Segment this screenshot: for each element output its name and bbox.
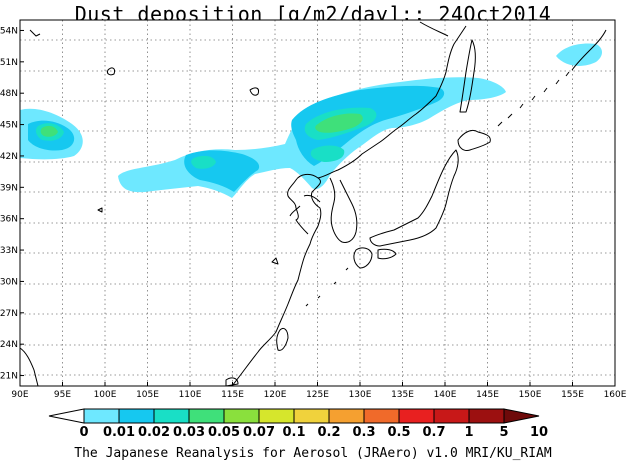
kuril-islands [497,71,570,127]
colorbar-arrow-low [48,408,85,424]
lon-tick-label: 95E [54,390,71,400]
lat-tick-label: 36N [0,215,18,225]
colorbar-label: 0.1 [282,425,305,440]
lake-baikal [249,87,259,96]
coastline-mainland [19,25,467,387]
ryukyu-islands [305,267,349,307]
coastline-bohai [289,195,321,217]
lat-tick-label: 45N [0,121,18,131]
lon-tick-label: 135E [391,390,414,400]
lat-tick-label: 24N [0,340,18,350]
colorbar: 0 0.01 0.02 0.03 0.05 0.07 0.1 0.2 0.3 0.5 0.7 1 5 10 [48,408,548,440]
coastline-korea [329,177,358,243]
plot-area [20,20,615,386]
coastline-japan-hokkaido [457,129,491,151]
dust-blob-west-peak [40,125,58,137]
coastline-taiwan [276,327,289,351]
colorbar-arrow-high [503,408,540,424]
colorbar-swatch [328,408,365,424]
colorbar-swatch [188,408,225,424]
colorbar-swatch [433,408,470,424]
colorbar-label: 10 [530,425,548,440]
lat-tick-label: 27N [0,309,18,319]
lon-tick-label: 105E [136,390,159,400]
lon-tick-label: 155E [561,390,584,400]
lon-tick-label: 120E [264,390,287,400]
coastline-japan-shikoku [377,248,397,260]
credit-text: The Japanese Reanalysis for Aerosol (JRA… [74,446,552,461]
latitude-axis: 54N 51N 48N 45N 42N 39N 36N 33N 30N 27N 24N 21N [0,26,24,382]
lon-tick-label: 100E [94,390,117,400]
lat-tick-label: 39N [0,183,18,193]
colorbar-label: 5 [499,425,508,440]
colorbar-swatch [398,408,435,424]
dust-plume-peak [315,113,363,133]
colorbar-swatch [258,408,295,424]
dust-plume-high-west [191,155,216,169]
colorbar-label: 0.05 [208,425,240,440]
coastline-japan-kyushu [353,247,373,269]
coastline-siberia [29,21,449,37]
colorbar-label: 1 [464,425,473,440]
lat-tick-label: 30N [0,277,18,287]
coastline-hainan [225,377,239,387]
lon-tick-label: 90E [11,390,28,400]
coastline-kamchatka [571,29,607,71]
colorbar-label: 0.7 [422,425,445,440]
coastlines [19,21,607,387]
lon-tick-label: 125E [306,390,329,400]
colorbar-label: 0 [79,425,88,440]
longitude-axis: 90E 95E 100E 105E 110E 115E 120E 125E 130E 135E 14… [11,382,626,400]
colorbar-swatch [468,408,505,424]
coastline-japan-honshu [369,149,459,247]
lon-tick-label: 110E [179,390,202,400]
lon-tick-label: 160E [604,390,626,400]
colorbar-swatch [363,408,400,424]
inland-lake [97,67,279,265]
lon-tick-label: 145E [476,390,499,400]
coastline-sakhalin [459,39,476,113]
lon-tick-label: 130E [349,390,372,400]
lat-tick-label: 48N [0,89,18,99]
lon-tick-label: 140E [434,390,457,400]
lat-tick-label: 42N [0,152,18,162]
lat-tick-label: 33N [0,246,18,256]
colorbar-label: 0.5 [387,425,410,440]
colorbar-label: 0.2 [317,425,340,440]
colorbar-swatch [223,408,260,424]
lat-lon-grid [20,20,615,386]
dust-plume-high-south [310,145,345,162]
colorbar-label: 0.01 [103,425,135,440]
colorbar-swatch [118,408,155,424]
colorbar-label: 0.02 [138,425,170,440]
colorbar-swatch [293,408,330,424]
dust-deposition-field [20,43,602,198]
colorbar-swatch [83,408,120,424]
lat-tick-label: 21N [0,372,18,382]
lon-tick-label: 115E [221,390,244,400]
colorbar-label: 0.03 [173,425,205,440]
colorbar-swatch [153,408,190,424]
lon-tick-label: 150E [519,390,542,400]
lat-tick-label: 54N [0,26,18,36]
colorbar-label: 0.3 [352,425,375,440]
colorbar-label: 0.07 [243,425,275,440]
lat-tick-label: 51N [0,58,18,68]
